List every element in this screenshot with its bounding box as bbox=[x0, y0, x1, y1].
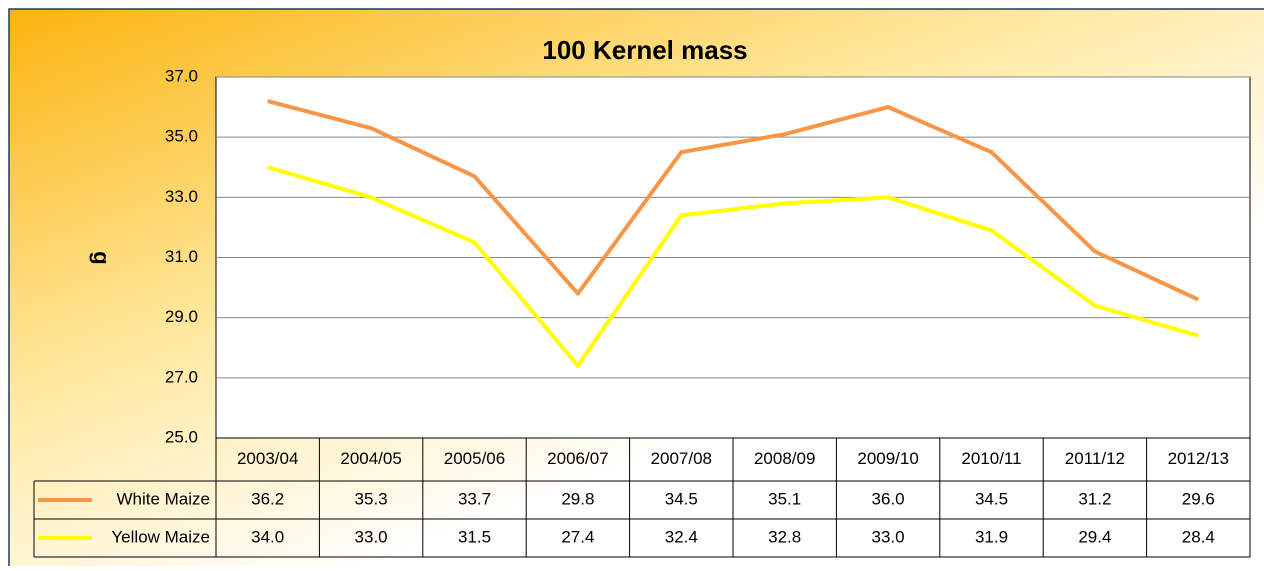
x-tick-label: 2003/04 bbox=[237, 449, 298, 468]
x-tick-label: 2007/08 bbox=[651, 449, 712, 468]
legend-label: White Maize bbox=[116, 489, 210, 508]
table-value: 33.0 bbox=[355, 527, 388, 546]
table-value: 29.8 bbox=[561, 489, 594, 508]
chart-title: 100 Kernel mass bbox=[542, 35, 747, 65]
series-line bbox=[267, 165, 1199, 368]
y-tick-label: 31.0 bbox=[165, 247, 198, 266]
x-tick-label: 2005/06 bbox=[444, 449, 505, 468]
x-tick-label: 2008/09 bbox=[754, 449, 815, 468]
table-value: 31.2 bbox=[1078, 489, 1111, 508]
table-value: 29.4 bbox=[1078, 527, 1111, 546]
y-axis-label: g bbox=[89, 251, 114, 264]
x-tick-label: 2009/10 bbox=[857, 449, 918, 468]
y-tick-label: 35.0 bbox=[165, 127, 198, 146]
table-value: 36.2 bbox=[251, 489, 284, 508]
table-value: 33.0 bbox=[872, 527, 905, 546]
x-tick-label: 2010/11 bbox=[961, 449, 1021, 468]
y-tick-label: 25.0 bbox=[165, 427, 198, 446]
table-value: 27.4 bbox=[561, 527, 594, 546]
table-value: 35.1 bbox=[768, 489, 801, 508]
y-tick-label: 27.0 bbox=[165, 367, 198, 386]
legend-label: Yellow Maize bbox=[111, 527, 210, 546]
table-value: 36.0 bbox=[872, 489, 905, 508]
table-value: 31.9 bbox=[975, 527, 1008, 546]
x-tick-label: 2012/13 bbox=[1168, 449, 1229, 468]
table-value: 32.8 bbox=[768, 527, 801, 546]
table-value: 28.4 bbox=[1182, 527, 1215, 546]
y-tick-label: 33.0 bbox=[165, 187, 198, 206]
table-value: 33.7 bbox=[458, 489, 491, 508]
table-value: 32.4 bbox=[665, 527, 698, 546]
series-line bbox=[267, 99, 1200, 302]
y-tick-label: 37.0 bbox=[165, 66, 198, 85]
x-tick-label: 2006/07 bbox=[547, 449, 608, 468]
table-value: 34.5 bbox=[975, 489, 1008, 508]
table-value: 34.5 bbox=[665, 489, 698, 508]
table-value: 29.6 bbox=[1182, 489, 1215, 508]
x-tick-label: 2004/05 bbox=[340, 449, 401, 468]
y-tick-label: 29.0 bbox=[165, 307, 198, 326]
x-tick-label: 2011/12 bbox=[1065, 449, 1125, 468]
table-value: 31.5 bbox=[458, 527, 491, 546]
table-value: 34.0 bbox=[251, 527, 284, 546]
table-value: 35.3 bbox=[355, 489, 388, 508]
